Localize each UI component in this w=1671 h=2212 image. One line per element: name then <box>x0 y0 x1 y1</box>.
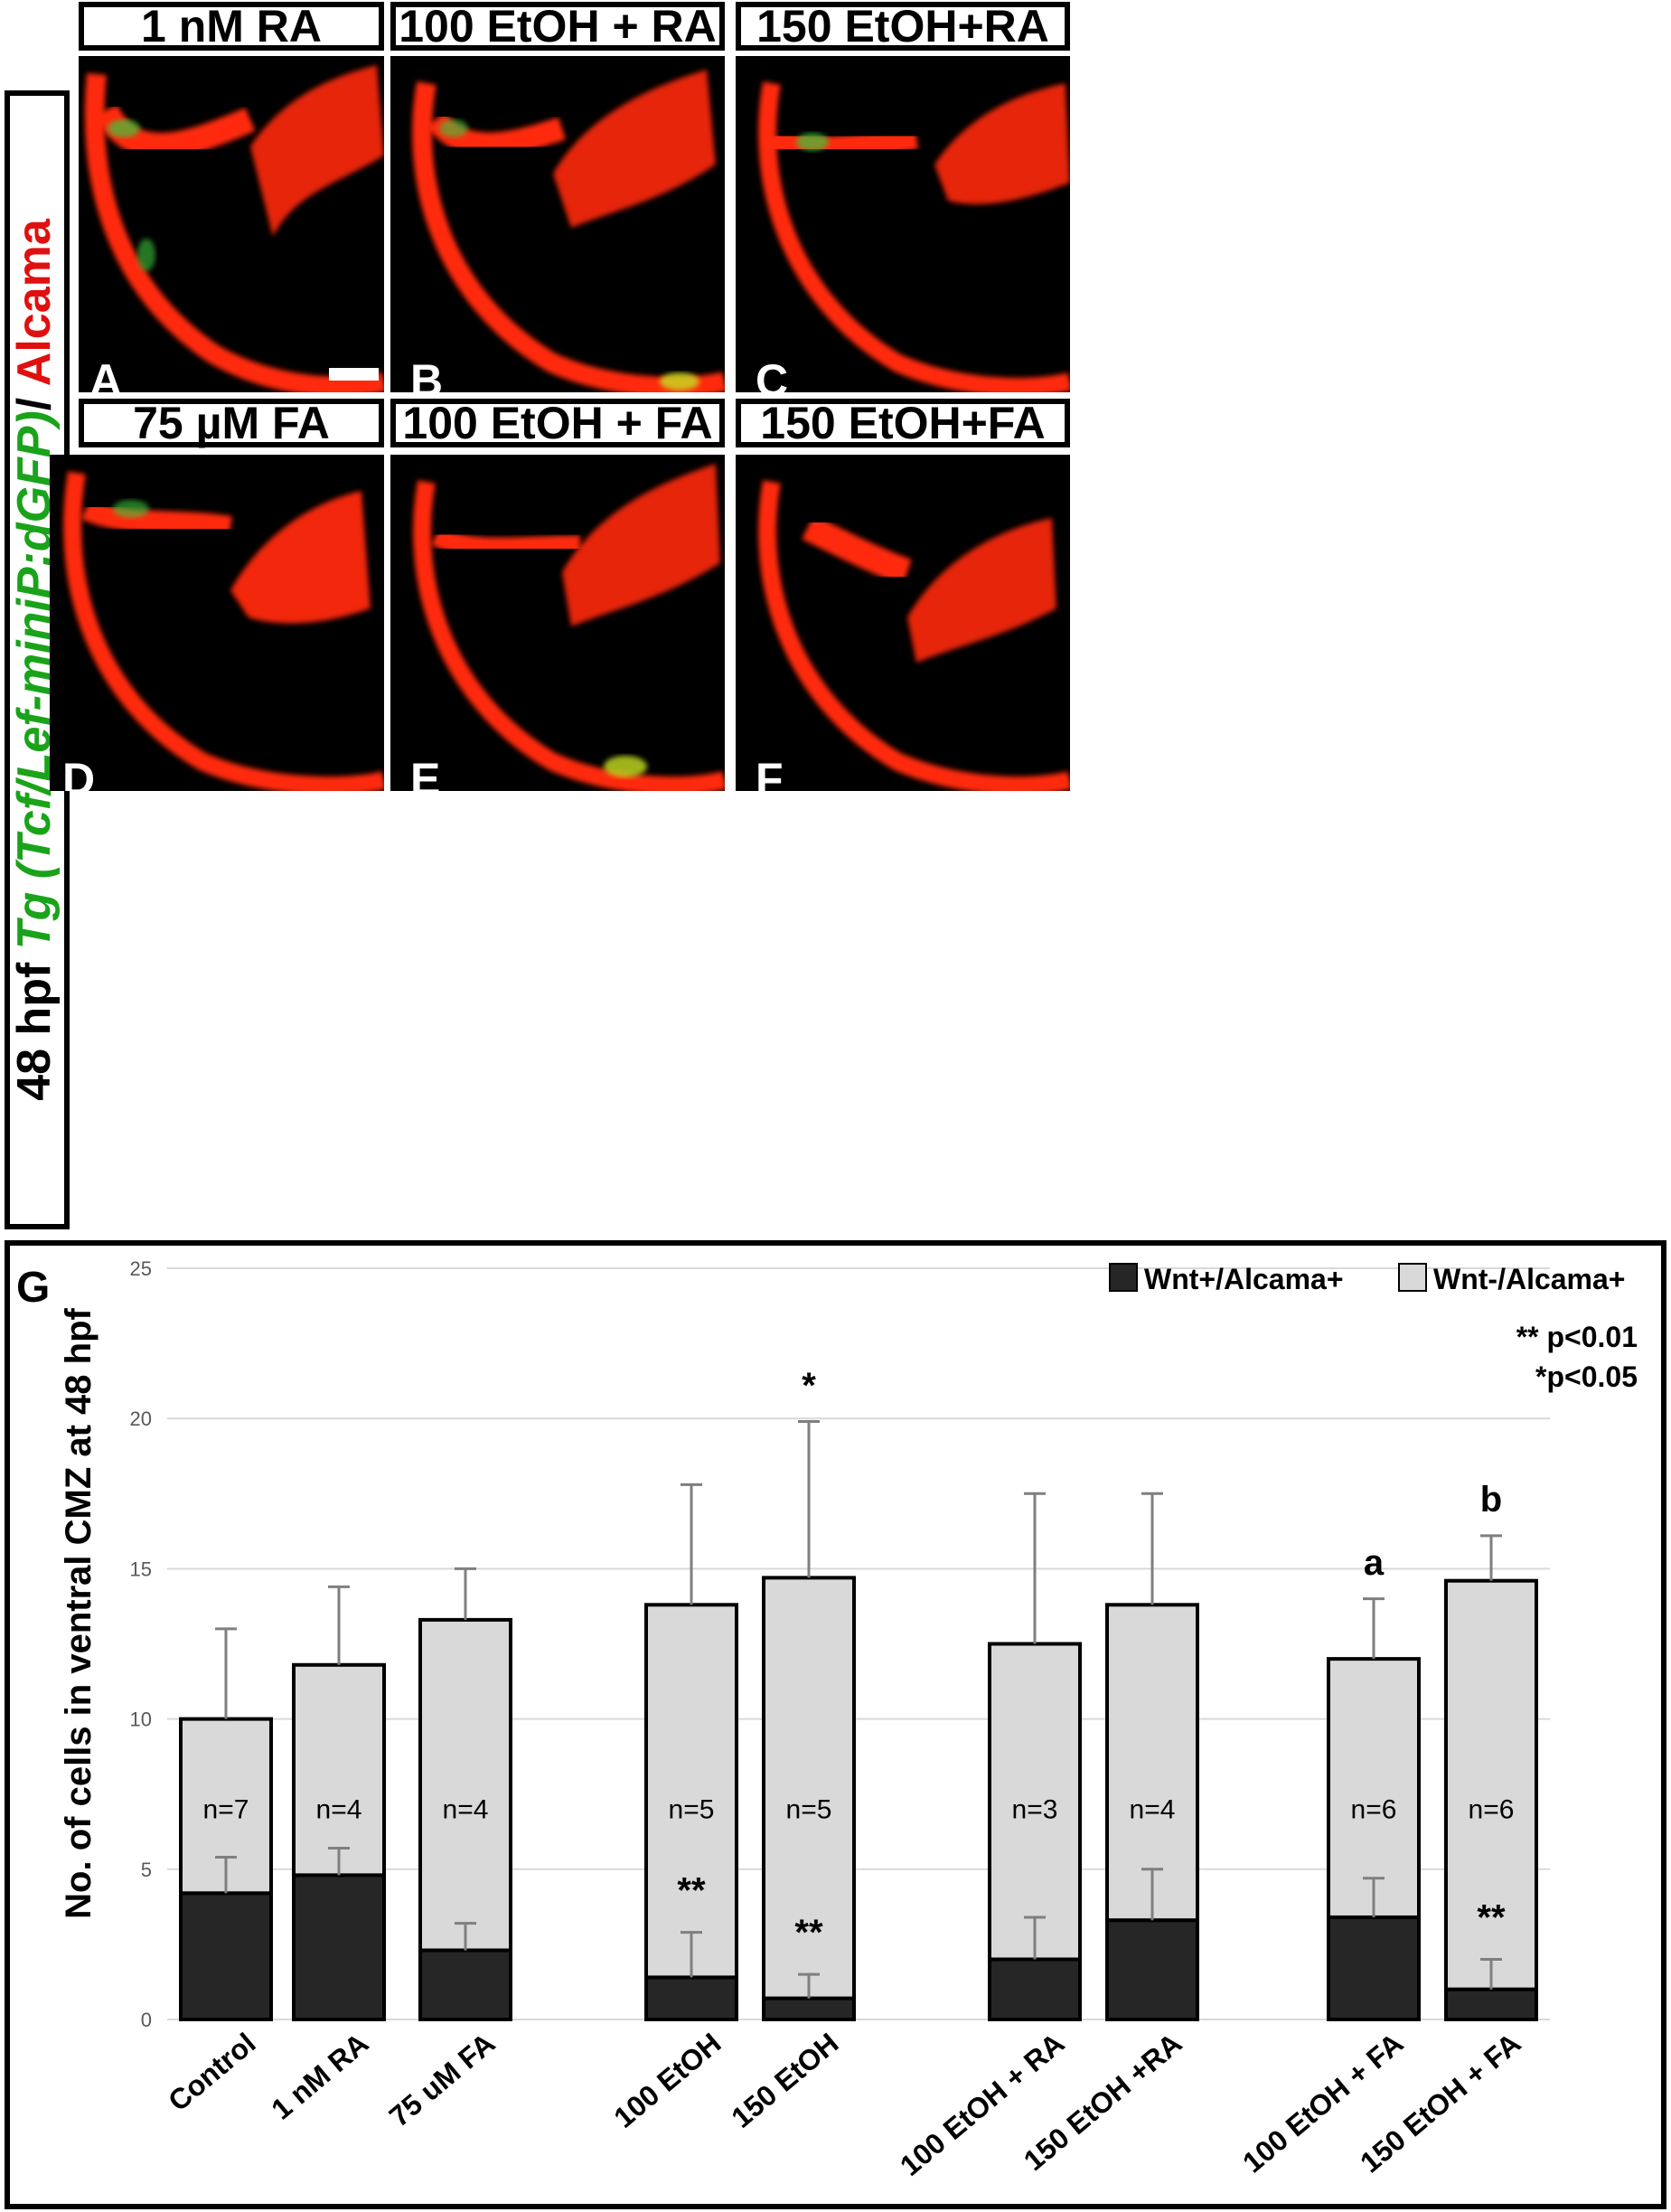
bar-wnt-neg <box>644 1603 738 1980</box>
x-tick-label: 150 EtOH <box>725 2027 844 2134</box>
panel-letter-a: A <box>89 355 123 392</box>
bar-wnt-pos <box>1444 1987 1538 2022</box>
y-tick-label: 5 <box>141 1859 152 1881</box>
sample-size-label: n=7 <box>203 1794 249 1824</box>
panel-letter-f: F <box>756 754 784 791</box>
bar-wnt-neg <box>988 1642 1082 1962</box>
bar-wnt-neg <box>292 1662 386 1878</box>
bar-wnt-pos <box>292 1873 386 2021</box>
micrograph-panel-c: C <box>736 56 1070 392</box>
y-tick-label: 20 <box>130 1407 152 1430</box>
x-tick-label: Control <box>162 2027 261 2118</box>
panel-header-d: 75 µM FA <box>79 398 384 448</box>
y-tick-label: 10 <box>130 1708 152 1731</box>
bar-wnt-neg <box>762 1576 856 2000</box>
bar-wnt-pos <box>988 1957 1082 2022</box>
panel-letter-c: C <box>756 355 789 392</box>
micrograph-panel-a: A <box>79 56 384 392</box>
bar-wnt-pos <box>762 1996 856 2021</box>
significance-top: b <box>1480 1480 1502 1520</box>
significance-top: a <box>1364 1543 1385 1583</box>
sample-size-label: n=5 <box>669 1794 715 1824</box>
panel-letter-b: B <box>410 355 444 392</box>
bar-wnt-pos <box>644 1975 738 2022</box>
panel-header-f: 150 EtOH+FA <box>736 398 1070 448</box>
sample-size-label: n=4 <box>316 1794 362 1824</box>
sample-size-label: n=4 <box>443 1794 489 1824</box>
micrograph-panel-e: E <box>390 455 725 791</box>
sample-size-label: n=3 <box>1012 1794 1058 1824</box>
significance-legend-p05: *p<0.05 <box>1535 1360 1638 1393</box>
panel-letter-e: E <box>410 754 441 791</box>
y-tick-label: 15 <box>130 1558 152 1580</box>
bar-wnt-neg <box>1327 1657 1421 1919</box>
panel-header-c: 150 EtOH+RA <box>736 1 1070 52</box>
x-tick-label: 100 EtOH <box>607 2027 727 2134</box>
y-axis-label: No. of cells in ventral CMZ at 48 hpf <box>59 1307 99 1918</box>
panel-letter-d: D <box>62 754 96 791</box>
panel-header-a: 1 nM RA <box>79 1 384 52</box>
legend-swatch-wnt-neg <box>1398 1263 1427 1292</box>
micrograph-panel-d: D <box>50 455 384 791</box>
bar-wnt-pos <box>179 1891 273 2022</box>
significance-top: * <box>802 1366 816 1406</box>
bar-wnt-pos <box>418 1948 512 2022</box>
bar-wnt-pos <box>1327 1915 1421 2021</box>
significance-inner: ** <box>1477 1897 1506 1937</box>
x-tick-label: 75 uM FA <box>383 2027 502 2133</box>
legend-label-wnt-pos: Wnt+/Alcama+ <box>1144 1263 1344 1295</box>
legend-label-wnt-neg: Wnt-/Alcama+ <box>1433 1263 1625 1295</box>
scale-bar <box>329 368 379 381</box>
significance-legend-p01: ** p<0.01 <box>1516 1321 1638 1353</box>
legend-swatch-wnt-pos <box>1109 1263 1138 1292</box>
significance-inner: ** <box>794 1913 823 1953</box>
y-tick-label: 25 <box>130 1257 152 1280</box>
panel-header-e: 100 EtOH + FA <box>390 398 725 448</box>
panel-letter-g: G <box>16 1264 50 1312</box>
sample-size-label: n=6 <box>1351 1794 1397 1824</box>
significance-inner: ** <box>677 1870 706 1910</box>
y-tick-label: 0 <box>141 2009 152 2031</box>
x-tick-label: 1 nM RA <box>265 2027 374 2126</box>
sample-size-label: n=4 <box>1130 1794 1176 1824</box>
bar-wnt-neg <box>418 1617 512 1953</box>
micrograph-panel-f: F <box>736 455 1070 791</box>
sample-size-label: n=5 <box>786 1794 832 1824</box>
micrograph-panel-b: B <box>390 56 725 392</box>
panel-header-b: 100 EtOH + RA <box>390 1 725 52</box>
bar-wnt-pos <box>1105 1918 1199 2022</box>
sample-size-label: n=6 <box>1469 1794 1515 1824</box>
